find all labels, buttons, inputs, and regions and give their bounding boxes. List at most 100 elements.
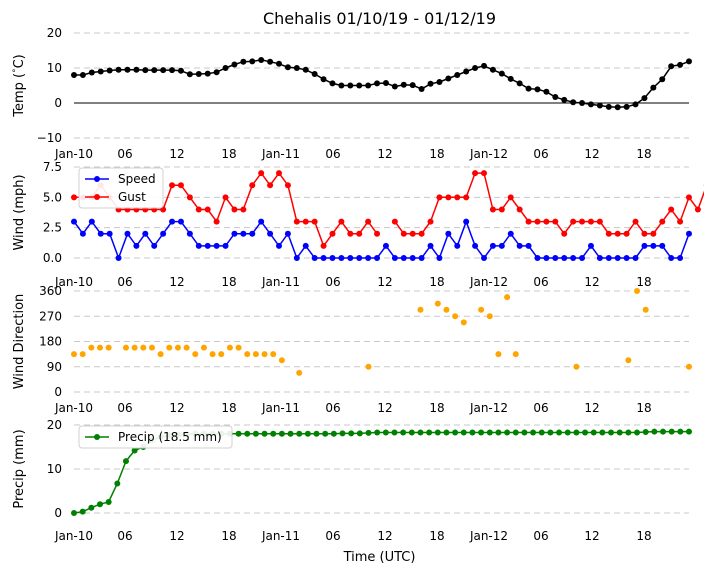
data-point xyxy=(400,429,407,436)
x-tick-label: 06 xyxy=(117,401,132,415)
data-point xyxy=(605,103,612,110)
x-tick-label: 12 xyxy=(584,401,599,415)
data-point xyxy=(88,344,95,351)
data-point xyxy=(507,75,514,82)
data-point xyxy=(512,429,519,436)
data-point xyxy=(641,95,648,102)
data-point xyxy=(436,194,443,201)
data-point xyxy=(293,65,300,71)
data-point xyxy=(495,351,502,358)
data-point xyxy=(174,344,181,351)
legend: Precip (18.5 mm) xyxy=(78,425,233,449)
legend-entry: Speed xyxy=(118,172,156,186)
data-point xyxy=(115,66,122,73)
data-point xyxy=(650,84,657,91)
data-point xyxy=(195,206,202,213)
data-point xyxy=(374,230,381,237)
data-point xyxy=(151,242,158,249)
data-point xyxy=(249,182,256,189)
data-point xyxy=(374,255,381,261)
x-tick-label: Jan-10 xyxy=(54,147,93,161)
data-point xyxy=(418,255,425,261)
data-point xyxy=(97,68,104,75)
y-tick-label: 0 xyxy=(54,506,62,520)
y-axis-label: Wind (mph) xyxy=(12,174,27,250)
data-point xyxy=(142,230,149,237)
data-point xyxy=(261,351,268,358)
data-point xyxy=(131,447,138,454)
x-tick-label: 12 xyxy=(584,147,599,161)
legend-entry: Gust xyxy=(118,190,146,204)
y-tick-label: 20 xyxy=(47,418,62,432)
data-point xyxy=(596,102,603,109)
legend-entry: Precip (18.5 mm) xyxy=(118,430,222,444)
data-point xyxy=(694,206,701,213)
data-point xyxy=(668,206,675,213)
data-point xyxy=(632,218,639,225)
panel-4: 0 10 20 Jan-10 06 12 18 Jan-11 06 12 18 Jan-12 06 12 1… xyxy=(12,418,692,565)
data-point xyxy=(409,230,416,237)
data-point xyxy=(267,182,274,189)
series-line xyxy=(74,59,690,108)
data-point xyxy=(226,344,233,351)
x-axis-label: Time (UTC) xyxy=(343,550,416,565)
data-point xyxy=(623,230,630,237)
x-tick-label: 06 xyxy=(533,529,548,543)
data-point xyxy=(543,255,550,261)
data-point xyxy=(677,61,684,68)
y-tick-label: 270 xyxy=(39,309,62,323)
data-point xyxy=(686,428,692,435)
data-point xyxy=(512,351,519,358)
data-point xyxy=(454,72,461,78)
data-point xyxy=(231,61,238,68)
data-point xyxy=(169,67,176,74)
data-point xyxy=(284,230,291,237)
data-point xyxy=(486,313,493,320)
data-point xyxy=(278,430,285,437)
data-point xyxy=(452,429,459,436)
data-point xyxy=(222,194,229,201)
data-point xyxy=(142,67,149,74)
data-point xyxy=(561,230,568,237)
data-point xyxy=(534,255,541,261)
x-tick-label: 06 xyxy=(533,147,548,161)
data-point xyxy=(587,218,594,225)
x-tick-label: 12 xyxy=(584,275,599,289)
data-point xyxy=(97,230,104,237)
data-point xyxy=(267,58,274,65)
data-point xyxy=(79,508,86,515)
data-point xyxy=(504,294,511,301)
data-point xyxy=(463,68,470,75)
chart-title: Chehalis 01/10/19 - 01/12/19 xyxy=(263,9,496,28)
data-point xyxy=(634,429,641,436)
data-point xyxy=(443,429,450,436)
data-point xyxy=(445,230,452,237)
data-point xyxy=(177,218,184,225)
legend-swatch-marker xyxy=(94,194,100,200)
data-point xyxy=(204,242,211,249)
x-tick-label: 18 xyxy=(429,147,444,161)
data-point xyxy=(605,230,612,237)
data-point xyxy=(231,206,238,213)
data-point xyxy=(651,428,658,435)
data-point xyxy=(258,170,265,177)
data-point xyxy=(418,86,425,92)
data-point xyxy=(235,430,242,437)
data-point xyxy=(436,79,443,85)
x-tick-label: 12 xyxy=(169,275,184,289)
data-point xyxy=(561,255,568,261)
data-point xyxy=(382,242,389,249)
data-point xyxy=(222,242,229,249)
data-point xyxy=(293,218,300,225)
y-axis-label-suffix: C) xyxy=(12,54,27,68)
data-point xyxy=(311,255,318,261)
data-point xyxy=(106,230,113,237)
data-point xyxy=(556,429,563,436)
data-point xyxy=(614,104,621,111)
data-point xyxy=(347,82,354,89)
y-tick-label: 20 xyxy=(47,26,62,40)
data-point xyxy=(261,430,268,437)
data-point xyxy=(472,170,479,177)
y-axis-label: Wind Direction xyxy=(12,294,27,390)
data-point xyxy=(677,218,684,225)
